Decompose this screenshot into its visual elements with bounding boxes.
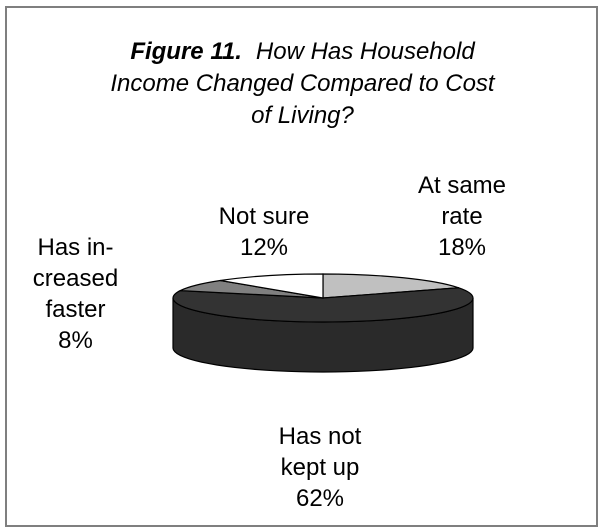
title-line-3: of Living? [251,102,354,129]
chart-title: Figure 11. How Has Household Income Chang… [40,36,565,132]
title-line-1: How Has Household [255,38,475,65]
slice-label-has-not-kept-up-line-2: kept up [280,454,360,481]
title-line-2: Income Changed Compared to Cost [110,70,495,97]
label-not-sure: Not sure 12% [200,201,328,263]
label-has-increased-faster: Has in- creased faster 8% [18,232,133,356]
chart-frame [5,6,598,527]
slice-label-has-increased-faster-line-2: creased [32,265,119,292]
slice-value-at-same-rate: 18% [437,234,487,261]
slice-label-not-sure: Not sure [218,203,310,230]
label-has-not-kept-up: Has not kept up 62% [255,421,385,514]
slice-label-has-increased-faster-line-3: faster [45,296,106,323]
slice-label-has-increased-faster-line-1: Has in- [37,234,114,261]
slice-label-at-same-rate-line-2: rate [441,203,483,230]
slice-label-at-same-rate-line-1: At same [417,172,507,199]
slice-label-has-not-kept-up-line-1: Has not [278,423,362,450]
slice-value-not-sure: 12% [239,234,289,261]
slice-not-sure [220,273,324,299]
slice-value-has-increased-faster: 8% [58,327,93,354]
slice-value-has-not-kept-up: 62% [295,485,345,512]
label-at-same-rate: At same rate 18% [392,170,532,263]
slice-at-same-rate [322,273,459,299]
figure-number: Figure 11. [130,38,242,65]
slice-has-not-kept-up [172,287,474,323]
